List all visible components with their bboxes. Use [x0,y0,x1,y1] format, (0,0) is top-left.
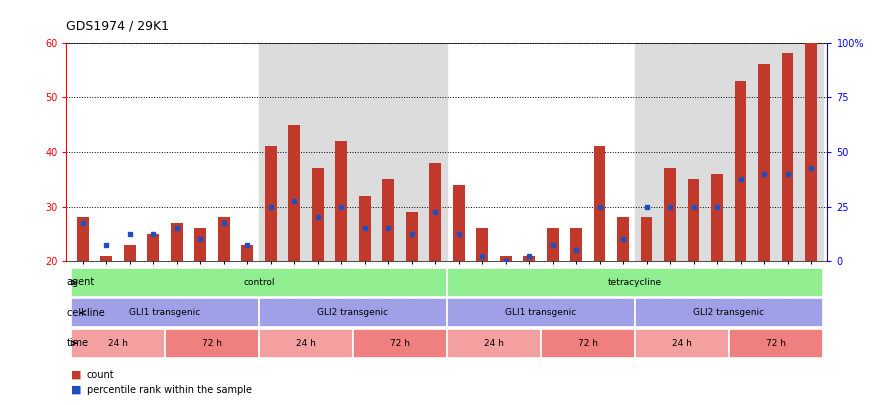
Bar [195,228,206,261]
Bar [712,174,723,261]
Text: tetracycline: tetracycline [608,278,662,287]
Bar [758,64,770,261]
Bar [259,298,447,327]
Bar [71,329,165,358]
Text: 72 h: 72 h [390,339,410,348]
Bar [71,268,447,297]
Bar [635,298,823,327]
Text: cell line: cell line [67,308,104,318]
Bar [447,268,823,297]
Bar [476,228,488,261]
Text: control: control [243,278,274,287]
Text: ■: ■ [71,385,81,394]
Bar [77,217,88,261]
Bar [729,329,823,358]
Bar [641,217,652,261]
Bar [447,298,635,327]
Bar [453,185,465,261]
Bar [635,329,729,358]
Bar [259,329,353,358]
Text: GLI1 transgenic: GLI1 transgenic [505,308,576,318]
Bar [165,329,259,358]
Text: 72 h: 72 h [202,339,222,348]
Bar [429,163,441,261]
Bar [547,228,558,261]
Bar [617,217,629,261]
Text: count: count [87,370,114,379]
Bar [242,245,253,261]
Bar [523,256,535,261]
Bar [124,245,135,261]
Bar [594,146,605,261]
Bar [218,217,229,261]
Bar [71,298,259,327]
Bar [635,43,823,261]
Bar [358,196,371,261]
Bar [500,256,512,261]
Bar [259,43,447,261]
Text: GDS1974 / 29K1: GDS1974 / 29K1 [66,19,169,32]
Bar [406,212,418,261]
Bar [805,43,817,261]
Bar [353,329,447,358]
Bar [100,256,112,261]
Bar [312,168,324,261]
Text: 72 h: 72 h [766,339,786,348]
Bar [289,124,300,261]
Text: GLI1 transgenic: GLI1 transgenic [129,308,201,318]
Bar [665,168,676,261]
Text: 24 h: 24 h [484,339,504,348]
Bar [265,146,277,261]
Bar [688,179,699,261]
Text: time: time [67,338,89,348]
Bar [447,329,541,358]
Bar [335,141,347,261]
Text: 72 h: 72 h [578,339,598,348]
Bar [382,179,394,261]
Text: 24 h: 24 h [296,339,316,348]
Bar [781,53,794,261]
Text: 24 h: 24 h [672,339,692,348]
Text: ■: ■ [71,370,81,379]
Bar [148,234,159,261]
Text: GLI2 transgenic: GLI2 transgenic [318,308,389,318]
Text: GLI2 transgenic: GLI2 transgenic [693,308,765,318]
Bar [171,223,182,261]
Text: agent: agent [67,277,95,288]
Bar [541,329,635,358]
Text: 24 h: 24 h [108,339,128,348]
Bar [735,81,746,261]
Bar [570,228,582,261]
Text: percentile rank within the sample: percentile rank within the sample [87,385,251,394]
